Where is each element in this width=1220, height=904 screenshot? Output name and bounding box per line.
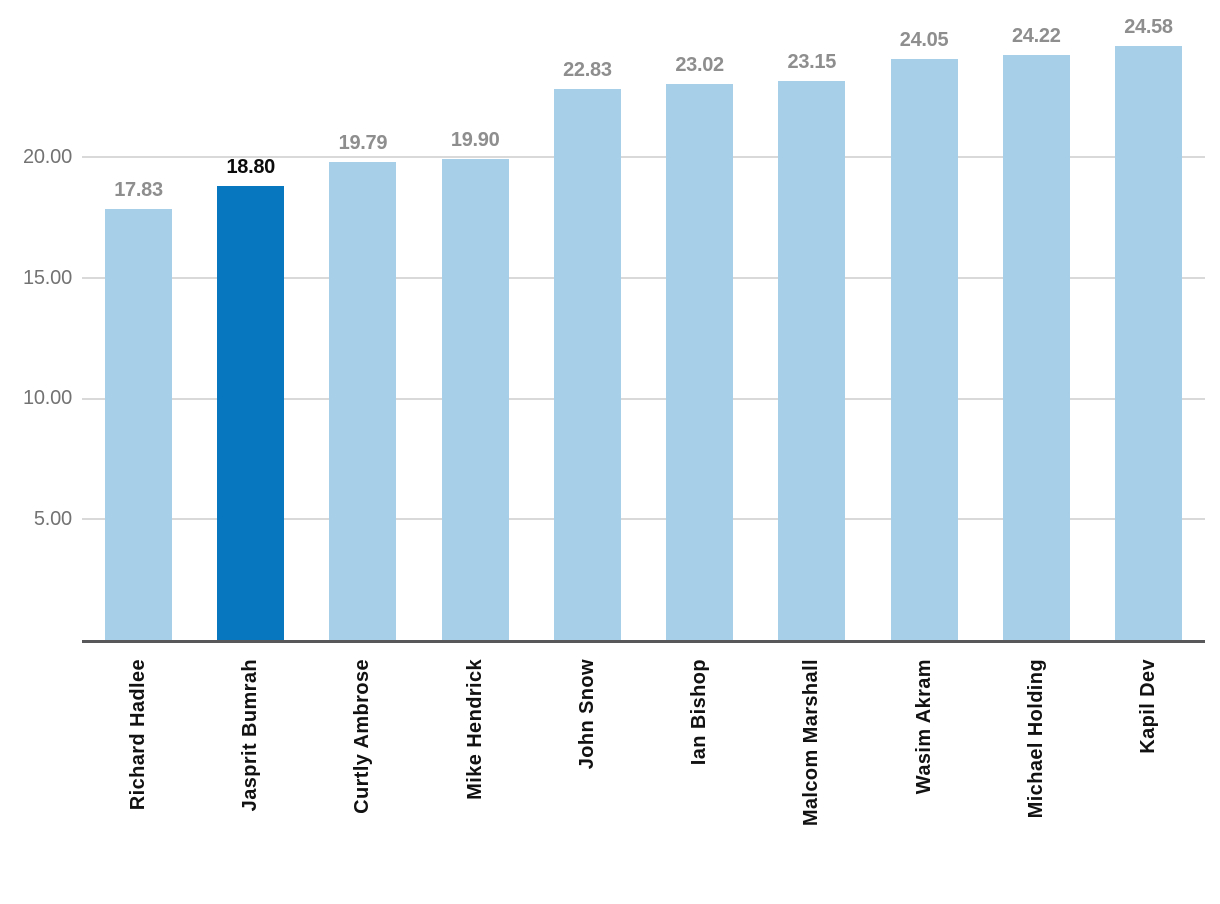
value-label: 24.22: [1011, 25, 1061, 47]
bar-curtly-ambrose: 19.79: [329, 132, 397, 640]
value-label: 18.80: [226, 156, 275, 178]
x-axis-label: Richard Hadlee: [127, 659, 149, 811]
value-label: 22.83: [563, 59, 612, 81]
bar-richard-hadlee: 17.83: [105, 179, 172, 640]
value-label: 23.02: [675, 54, 724, 76]
x-axis-label: Michael Holding: [1024, 659, 1047, 819]
x-axis-label: Jasprit Bumrah: [239, 659, 262, 812]
bar-kapil-dev: 24.58: [1114, 16, 1182, 640]
value-label: 17.83: [114, 179, 163, 201]
x-axis-label: John Snow: [575, 659, 598, 770]
x-axis-label-cell: Wasim Akram: [891, 659, 958, 889]
bars-layer: 17.83 18.80 19.79 19.90 22.83 23.02 23.15 24.05…: [82, 0, 1205, 640]
x-axis-label-cell: Ian Bishop: [666, 659, 733, 889]
x-axis-label: Wasim Akram: [912, 659, 935, 795]
x-axis-label: Malcom Marshall: [800, 659, 823, 827]
bar-mike-hendrick: 19.90: [441, 129, 509, 640]
bar-highlighted-jasprit-bumrah: 18.80: [217, 156, 285, 640]
x-axis-line: [82, 640, 1205, 643]
bar-malcom-marshall: 23.15: [778, 51, 846, 640]
value-label: 19.79: [338, 132, 388, 154]
plot-area: 17.83 18.80 19.79 19.90 22.83 23.02 23.15 24.05…: [82, 0, 1205, 643]
value-label: 24.58: [1124, 16, 1173, 38]
x-axis-label-cell: Jasprit Bumrah: [217, 659, 284, 889]
x-axis-label-cell: Michael Holding: [1003, 659, 1070, 889]
bar-michael-holding: 24.22: [1002, 25, 1070, 640]
bar-john-snow: 22.83: [553, 59, 621, 640]
bar-wasim-akram: 24.05: [890, 29, 958, 640]
value-label: 24.05: [899, 29, 949, 51]
x-axis-label-cell: Kapil Dev: [1115, 659, 1182, 889]
bar-ian-bishop: 23.02: [666, 54, 734, 640]
value-label: 23.15: [787, 51, 837, 73]
x-axis-label-cell: John Snow: [554, 659, 621, 889]
gridline: [82, 397, 1205, 400]
x-axis-label: Ian Bishop: [688, 659, 711, 766]
value-label: 19.90: [450, 129, 500, 151]
gridline: [82, 276, 1205, 279]
y-axis-tick-label: 10.00: [22, 387, 72, 410]
x-axis-label-cell: Malcom Marshall: [778, 659, 845, 889]
x-axis-labels: Richard Hadlee Jasprit Bumrah Curtly Ambro…: [82, 659, 1205, 889]
gridline: [82, 518, 1205, 521]
x-axis-label-cell: Curtly Ambrose: [329, 659, 396, 889]
gridline: [82, 155, 1205, 158]
x-axis-label: Mike Hendrick: [463, 659, 486, 800]
y-axis-tick-label: 5.00: [33, 508, 72, 531]
y-axis-tick-label: 15.00: [22, 266, 72, 289]
x-axis-label-cell: Mike Hendrick: [442, 659, 509, 889]
y-axis-tick-label: 20.00: [22, 145, 72, 168]
x-axis-label: Curtly Ambrose: [351, 659, 374, 814]
x-axis-label-cell: Richard Hadlee: [105, 659, 172, 889]
x-axis-label: Kapil Dev: [1136, 659, 1159, 754]
